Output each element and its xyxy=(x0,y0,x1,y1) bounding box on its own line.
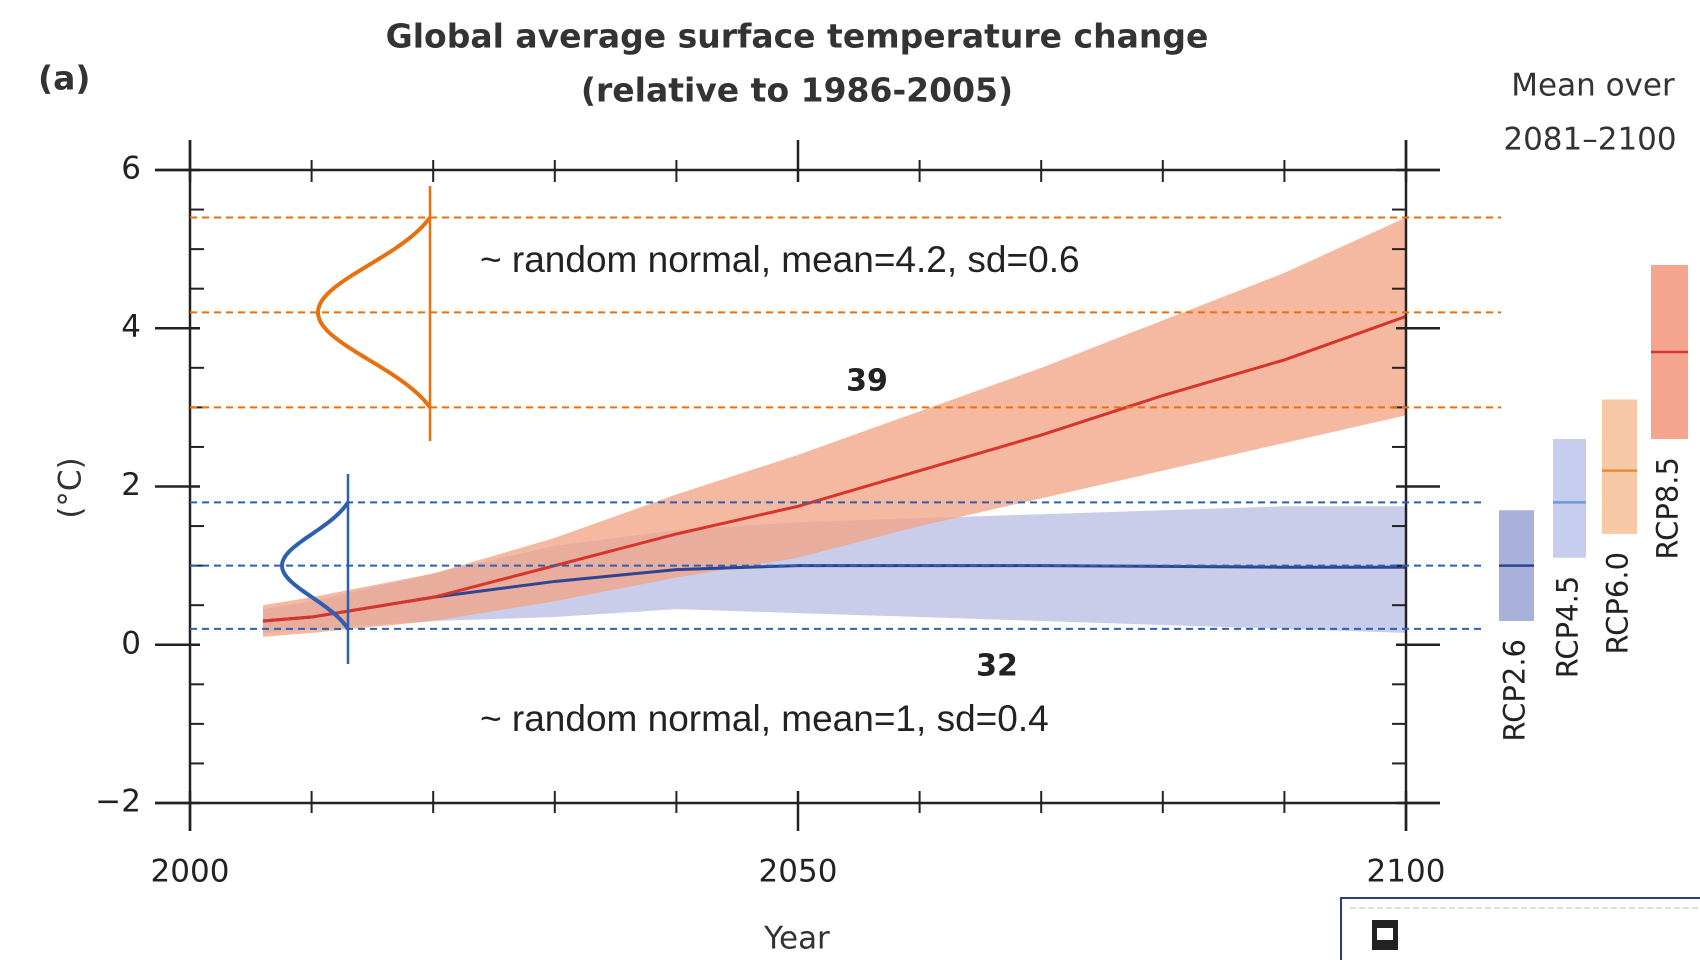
mean-line xyxy=(262,314,1407,623)
scenario-label: RCP2.6 xyxy=(1498,639,1532,742)
chart-subtitle: (relative to 1986-2005) xyxy=(581,71,1013,110)
model-count: 39 xyxy=(846,364,888,399)
y-tick-label: 0 xyxy=(121,625,141,661)
scenario-label: RCP6.0 xyxy=(1601,552,1635,655)
y-tick-label: 6 xyxy=(121,151,141,187)
logo xyxy=(1340,897,1700,964)
y-tick-label: 2 xyxy=(121,467,141,503)
annotation: ~ random normal, mean=1, sd=0.4 xyxy=(480,698,1049,739)
scenario-label: RCP4.5 xyxy=(1551,576,1585,679)
model-count: 32 xyxy=(976,649,1018,684)
range-bar xyxy=(1602,399,1637,534)
y-axis-label: (°C) xyxy=(53,457,89,518)
period-title: 2081–2100 xyxy=(1503,122,1676,158)
y-tick-label: 4 xyxy=(121,309,141,345)
range-bar xyxy=(1553,439,1586,558)
uncertainty-band xyxy=(262,217,1407,637)
panel-label: (a) xyxy=(38,59,90,98)
scenario-label: RCP8.5 xyxy=(1651,457,1685,560)
normal-curve xyxy=(315,216,432,409)
annotation: ~ random normal, mean=4.2, sd=0.6 xyxy=(480,239,1080,280)
x-tick-label: 2050 xyxy=(759,854,838,890)
x-tick-label: 2100 xyxy=(1367,854,1446,890)
period-title: Mean over xyxy=(1511,68,1675,104)
x-axis-label: Year xyxy=(763,921,830,957)
normal-curve xyxy=(279,501,350,631)
y-tick-label: −2 xyxy=(95,784,141,820)
chart-title: Global average surface temperature chang… xyxy=(386,17,1209,56)
x-tick-label: 2000 xyxy=(151,854,230,890)
